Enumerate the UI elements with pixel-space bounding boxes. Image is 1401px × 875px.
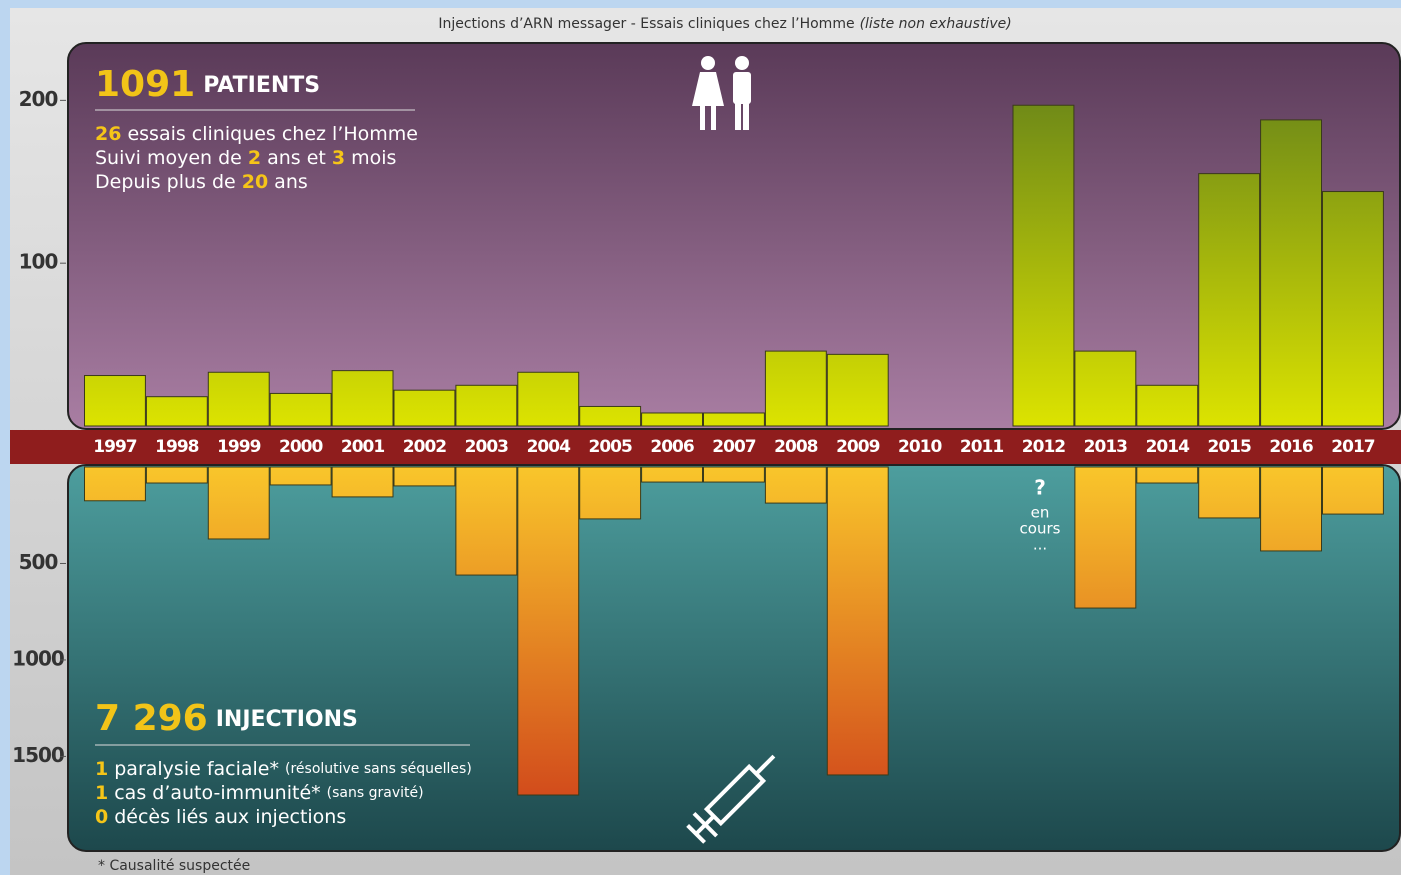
page-title: Injections d’ARN messager - Essais clini… [438,16,1011,32]
y-tick-label: 200 [19,87,58,111]
year-label: 2015 [1207,437,1250,457]
bar [1199,174,1260,426]
year-label: 2007 [712,437,755,457]
title-note: (liste non exhaustive) [860,16,1012,32]
info-text: essais cliniques chez l’Homme [127,123,418,145]
year-label: 2001 [341,437,384,457]
bar [1013,105,1074,426]
bar [332,467,393,497]
bar [642,413,703,426]
bar [1137,467,1198,483]
info-text: (sans gravité) [327,785,424,801]
bar [394,467,455,486]
info-text: Depuis plus de [95,171,236,193]
title-text: Injections d’ARN messager - Essais clini… [438,16,854,32]
bar [1075,467,1136,608]
info-text: ans [274,171,308,193]
bar [456,467,517,575]
year-label: 1998 [155,437,198,457]
bar [332,371,393,426]
info-text: paralysie faciale* [114,758,279,780]
y-tick-label: 1500 [12,743,64,767]
year-label: 2010 [898,437,942,457]
bar [208,372,269,426]
y-tick-label: 1000 [12,646,64,670]
year-label: 2012 [1022,437,1065,457]
year-label: 2005 [588,437,631,457]
bar [270,467,331,485]
bar [765,467,826,503]
bar [1323,467,1384,514]
headline-number: 7 296 [95,698,208,739]
info-text: Suivi moyen de [95,147,242,169]
year-label: 2008 [774,437,817,457]
y-tick-label: 500 [19,550,58,574]
info-text: décès liés aux injections [114,806,346,828]
info-line: 26 essais cliniques chez l’Homme [95,123,418,145]
bar [580,406,641,426]
y-tick-label: 100 [19,250,58,274]
bar [1199,467,1260,518]
bar [146,397,207,426]
bar [518,467,579,795]
info-number: 1 [95,782,108,804]
info-number: 1 [95,758,108,780]
bar [208,467,269,539]
bar [270,393,331,426]
year-label: 2009 [836,437,879,457]
year-label: 2000 [279,437,323,457]
info-line: 1 cas d’auto-immunité* (sans gravité) [95,782,424,804]
year-label: 1997 [93,437,136,457]
bar [85,376,146,426]
footnote: * Causalité suspectée [98,858,250,874]
info-line: 0 décès liés aux injections [95,806,346,828]
bar [827,467,888,775]
bar [146,467,207,483]
headline-number: 1091 [95,64,195,105]
chart: Injections d’ARN messager - Essais clini… [0,0,1401,875]
headline-label: INJECTIONS [216,707,358,732]
year-label: 2002 [403,437,446,457]
year-label: 2003 [465,437,508,457]
bar [1261,120,1322,426]
info-number: 20 [242,171,268,193]
bar [394,390,455,426]
bar [765,351,826,426]
year-label: 2013 [1084,437,1127,457]
info-text: cas d’auto-immunité* [114,782,320,804]
info-number: 2 [248,147,261,169]
bar [456,385,517,426]
year-label: 1999 [217,437,260,457]
year-label: 2016 [1269,437,1312,457]
bar [642,467,703,482]
year-label: 2006 [650,437,693,457]
info-text: (résolutive sans séquelles) [285,761,472,777]
bar [1261,467,1322,551]
info-number: 0 [95,806,108,828]
bar [85,467,146,501]
year-label: 2004 [527,437,571,457]
info-number: 26 [95,123,121,145]
bar [1137,385,1198,426]
year-label: 2017 [1331,437,1374,457]
bar [704,467,765,482]
info-line: Depuis plus de 20 ans [95,171,308,193]
pending-note: ? [1034,476,1046,500]
info-number: 3 [332,147,345,169]
bar [1323,192,1384,426]
info-text: mois [351,147,396,169]
bar [827,354,888,426]
bar [580,467,641,519]
year-label: 2011 [960,437,1003,457]
headline-label: PATIENTS [203,73,320,98]
bar [518,372,579,426]
bar [1075,351,1136,426]
info-text: ans et [267,147,326,169]
pending-note: ... [1033,536,1047,554]
bar [704,413,765,426]
year-label: 2014 [1146,437,1190,457]
